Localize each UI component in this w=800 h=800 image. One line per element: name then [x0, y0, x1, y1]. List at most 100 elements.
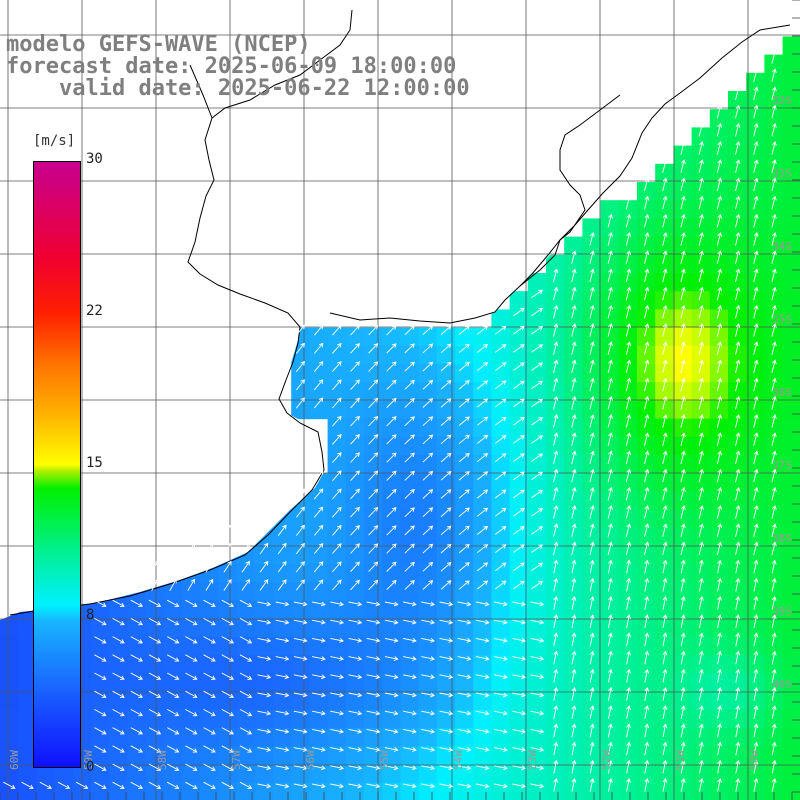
wind-arrow — [625, 232, 630, 246]
wind-arrow — [350, 361, 360, 372]
wind-arrow-head — [284, 747, 290, 752]
wind-arrow — [644, 451, 649, 465]
wind-cell — [782, 618, 800, 638]
wind-arrow — [589, 433, 594, 446]
wind-arrow — [494, 656, 507, 660]
wind-arrow — [644, 251, 649, 264]
wind-arrow — [295, 506, 305, 518]
wind-cell — [709, 782, 729, 800]
wind-arrow — [553, 323, 558, 337]
wind-arrow — [735, 160, 740, 173]
wind-arrow — [440, 325, 452, 335]
wind-arrow-head — [553, 778, 559, 783]
wind-arrow-head — [644, 632, 650, 638]
wind-cell — [473, 382, 492, 401]
colorbar-unit: [m/s] — [33, 133, 76, 149]
wind-arrow-head — [501, 580, 507, 586]
wind-arrow — [422, 580, 433, 590]
wind-arrow-head — [247, 693, 253, 699]
wind-arrow — [553, 451, 558, 465]
wind-arrow — [368, 343, 378, 354]
wind-arrow-head — [521, 619, 526, 625]
wind-arrow-head — [753, 450, 759, 456]
wind-arrow-head — [119, 766, 125, 771]
wind-arrow-head — [771, 359, 777, 365]
wind-arrow-head — [101, 730, 107, 735]
wind-arrow — [571, 360, 576, 374]
wind-arrow — [589, 560, 594, 574]
wind-cell — [473, 418, 492, 438]
wind-cell — [782, 163, 800, 183]
wind-cell — [728, 382, 747, 401]
wind-arrow — [366, 728, 380, 733]
wind-cell — [455, 364, 474, 383]
wind-cell — [546, 345, 565, 365]
wind-arrow — [458, 544, 470, 554]
wind-cell — [18, 746, 37, 765]
wind-cell — [709, 109, 729, 128]
wind-arrow-head — [519, 526, 525, 531]
wind-arrow-head — [355, 543, 360, 548]
wind-arrow — [717, 633, 721, 647]
wind-arrow — [607, 305, 612, 319]
wind-arrow-head — [753, 213, 759, 219]
wind-arrow-head — [680, 559, 686, 565]
wind-cell — [655, 564, 674, 583]
wind-arrow-head — [465, 398, 470, 403]
wind-cell — [491, 382, 511, 401]
wind-arrow-head — [247, 711, 253, 717]
wind-arrow — [662, 214, 667, 228]
wind-arrow-head — [135, 578, 141, 584]
wind-arrow — [771, 305, 776, 319]
wind-arrow-head — [300, 506, 305, 512]
wind-cell — [709, 182, 729, 201]
wind-arrow-head — [753, 195, 759, 201]
wind-arrow — [366, 710, 380, 715]
wind-arrow-head — [662, 577, 668, 583]
wind-cell — [764, 782, 784, 800]
wind-arrow-head — [680, 668, 686, 674]
wind-arrow-head — [680, 250, 686, 256]
wind-cell — [637, 455, 656, 474]
wind-arrow-head — [320, 674, 326, 680]
wind-arrow — [112, 636, 125, 644]
wind-cell — [637, 345, 656, 365]
wind-arrow — [277, 488, 287, 500]
wind-cell — [564, 764, 583, 784]
wind-arrow — [166, 763, 179, 771]
wind-cell — [673, 527, 693, 547]
wind-arrow — [625, 451, 630, 465]
wind-cell — [691, 200, 711, 219]
wind-arrow — [512, 656, 526, 660]
wind-arrow-head — [735, 122, 741, 128]
wind-cell — [673, 163, 693, 183]
wind-cell — [764, 655, 784, 674]
wind-cell — [782, 509, 800, 529]
wind-arrow — [735, 505, 740, 519]
wind-cell — [637, 582, 656, 602]
wind-cell — [564, 436, 583, 456]
wind-cell — [382, 436, 401, 456]
wind-arrow-head — [626, 650, 631, 656]
wind-cell — [673, 309, 693, 329]
wind-arrow-head — [229, 784, 234, 790]
wind-arrow — [607, 742, 612, 756]
wind-cell — [436, 455, 456, 474]
wind-arrow-head — [699, 505, 704, 510]
wind-arrow — [313, 470, 324, 482]
wind-arrow — [531, 471, 543, 480]
wind-arrow — [495, 435, 506, 444]
wind-arrow-head — [680, 759, 686, 765]
wind-arrow — [771, 505, 776, 519]
wind-cell — [546, 455, 565, 474]
wind-arrow — [531, 453, 543, 462]
wind-arrow — [571, 524, 576, 537]
wind-arrow-head — [300, 324, 305, 330]
wind-arrow — [513, 380, 525, 390]
wind-arrow — [366, 692, 380, 697]
wind-cell — [400, 473, 420, 492]
wind-cell — [0, 764, 19, 784]
latitude-label: 35S — [772, 313, 792, 326]
wind-arrow-head — [483, 325, 489, 331]
wind-arrow-head — [393, 747, 399, 752]
